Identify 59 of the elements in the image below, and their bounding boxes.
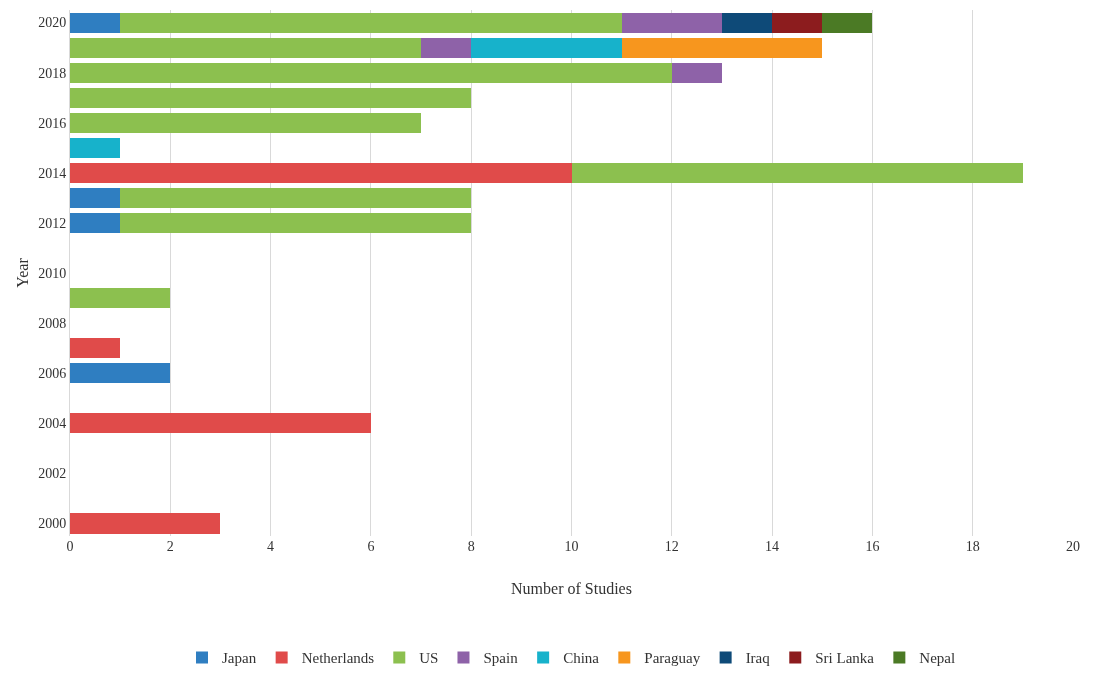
bar [621,12,722,33]
bar [70,212,121,233]
y-tick-label: 2000 [38,516,67,532]
bar [471,37,622,58]
legend-label: Nepal [919,650,956,667]
x-tick-label: 8 [467,539,475,554]
x-tick-label: 12 [664,539,679,554]
y-tick-label: 2006 [38,366,67,382]
bar [70,288,171,309]
bar [70,87,472,108]
legend-label: Spain [483,650,519,667]
y-axis-title: Year [14,257,31,288]
bar [70,37,422,58]
legend-label: Paraguay [644,650,701,667]
legend-label: Iraq [745,650,771,667]
legend-label: Japan [222,650,257,667]
bar [671,62,722,83]
x-tick-label: 2 [166,539,174,554]
legend-label: US [419,650,439,667]
bar [120,187,472,208]
bar [70,12,121,33]
y-tick-label: 2004 [38,416,67,432]
x-tick-label: 6 [367,539,375,554]
bar [70,413,371,434]
bar [421,37,472,58]
x-tick-label: 16 [865,539,880,554]
y-tick-label: 2018 [38,65,67,81]
bar [120,212,472,233]
x-tick-label: 18 [965,539,980,554]
bar [70,137,121,158]
bar [70,162,572,183]
legend-label: Netherlands [301,650,375,667]
x-tick-label: 10 [564,539,579,554]
x-axis-title: Number of Studies [511,580,632,597]
bar [70,338,121,359]
y-tick-label: 2020 [38,15,67,31]
bar [621,37,823,58]
legend-label: Sri Lanka [815,650,875,667]
bar [70,513,221,534]
y-tick-label: 2008 [38,316,67,331]
legend-label: China [563,650,600,667]
x-tick-label: 20 [1066,539,1080,554]
y-tick-label: 2012 [38,215,67,231]
y-tick-label: 2014 [38,165,67,181]
bar [70,187,121,208]
bar [822,12,873,33]
bar [772,12,823,33]
y-tick-label: 2010 [38,265,67,281]
bar [721,12,773,33]
y-tick-label: 2016 [38,115,67,131]
x-tick-label: 4 [267,539,275,554]
x-tick-label: 14 [765,539,780,554]
bar [70,62,672,83]
y-tick-label: 2002 [38,466,67,482]
bar [120,12,622,33]
bar [571,162,1023,183]
x-tick-label: 0 [66,539,74,554]
bar [70,112,422,133]
bar [70,363,171,384]
